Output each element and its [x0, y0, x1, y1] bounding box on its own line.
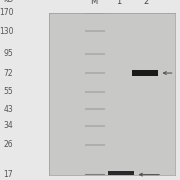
- Text: 17: 17: [4, 170, 13, 179]
- Text: 26: 26: [4, 140, 13, 149]
- Text: 43: 43: [4, 105, 13, 114]
- Text: 95: 95: [4, 49, 13, 58]
- Text: 34: 34: [4, 121, 13, 130]
- Text: 72: 72: [4, 69, 13, 78]
- Text: M: M: [90, 0, 98, 6]
- Text: kD: kD: [3, 0, 13, 4]
- Text: 170: 170: [0, 8, 13, 17]
- Bar: [108, 171, 134, 178]
- Text: 1: 1: [116, 0, 122, 6]
- Text: 55: 55: [4, 87, 13, 96]
- Text: 130: 130: [0, 27, 13, 36]
- Bar: [132, 70, 158, 76]
- Text: 2: 2: [143, 0, 148, 6]
